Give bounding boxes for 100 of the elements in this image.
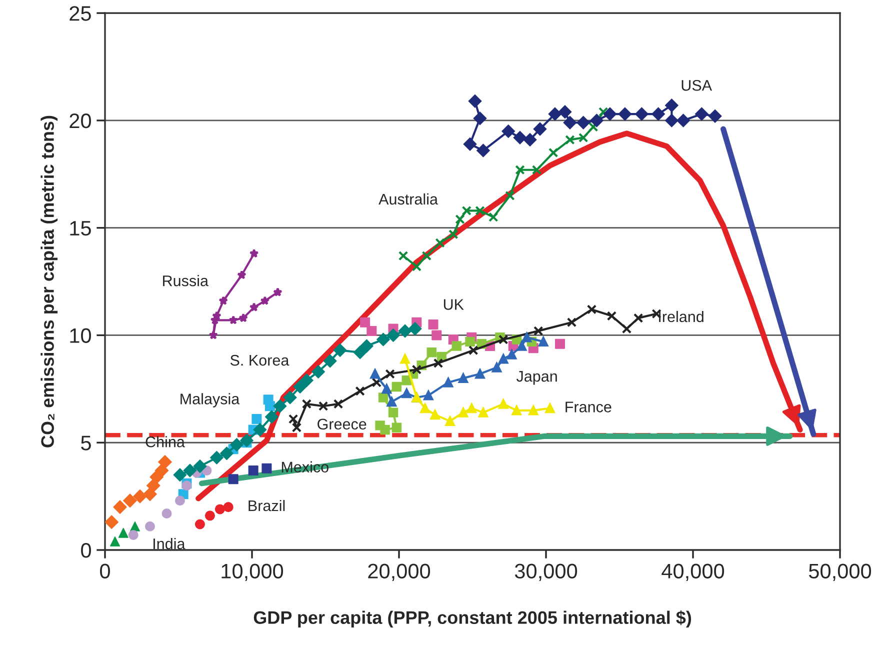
point — [565, 134, 575, 145]
point — [422, 250, 432, 261]
point — [448, 229, 458, 240]
annotation: Malaysia — [180, 393, 240, 408]
point — [606, 311, 617, 321]
point — [498, 399, 508, 409]
point — [273, 287, 282, 296]
annotation: USA — [682, 80, 712, 91]
point — [618, 108, 632, 120]
point — [533, 326, 544, 336]
point — [392, 382, 402, 392]
point — [468, 345, 478, 356]
point — [564, 116, 576, 130]
point — [462, 206, 472, 216]
point — [622, 324, 632, 334]
point — [505, 190, 515, 200]
point — [466, 403, 476, 414]
point — [158, 455, 172, 469]
point — [210, 315, 220, 324]
point — [558, 105, 572, 118]
x-tick-label: 30,000 — [514, 564, 578, 581]
point — [144, 521, 155, 532]
point — [400, 354, 410, 364]
point — [253, 423, 266, 436]
point — [105, 515, 119, 530]
point — [366, 326, 377, 336]
point — [516, 341, 527, 351]
point — [514, 131, 526, 144]
point — [545, 403, 555, 414]
point — [238, 313, 248, 322]
point — [294, 380, 307, 394]
point — [118, 528, 128, 538]
point — [110, 536, 120, 546]
x-tick-label: 10,000 — [222, 564, 284, 581]
point — [220, 446, 234, 460]
point — [590, 114, 604, 127]
y-tick-label: 0 — [81, 543, 91, 558]
point — [312, 365, 325, 378]
point — [424, 390, 434, 400]
point — [548, 148, 558, 158]
point — [475, 206, 485, 216]
point — [302, 399, 312, 409]
annotation: Japan — [516, 371, 557, 385]
point — [210, 451, 224, 464]
y-tick-label: 20 — [70, 113, 91, 128]
point — [432, 330, 442, 340]
annotation: S. Korea — [230, 354, 290, 366]
annotation: Russia — [163, 275, 208, 286]
y-tick-label: 5 — [81, 436, 91, 450]
point — [162, 508, 172, 519]
point — [458, 373, 468, 384]
annotation: UK — [444, 299, 464, 310]
point — [223, 502, 234, 512]
point — [532, 165, 542, 175]
point — [392, 422, 402, 432]
point — [488, 212, 498, 222]
point — [333, 399, 344, 409]
annotation: France — [566, 402, 612, 412]
x-tick-label: 20,000 — [368, 564, 430, 581]
point — [273, 400, 286, 413]
point — [522, 332, 532, 342]
point — [354, 346, 366, 359]
x-axis-title: GDP per capita (PPP, constant 2005 international $) — [254, 610, 692, 628]
point — [652, 108, 665, 120]
point — [576, 116, 590, 130]
x-tick-label: 0 — [100, 564, 110, 579]
point — [665, 98, 678, 112]
point — [458, 408, 468, 418]
point — [465, 336, 475, 347]
point — [708, 110, 722, 123]
point — [633, 313, 644, 323]
point — [378, 392, 388, 402]
point — [426, 348, 436, 358]
point — [263, 394, 274, 405]
point — [113, 500, 127, 514]
point — [498, 354, 508, 364]
point — [318, 401, 328, 411]
point — [586, 304, 597, 314]
y-tick-label: 25 — [70, 6, 91, 21]
point — [262, 463, 272, 474]
point — [237, 270, 246, 280]
point — [452, 341, 462, 351]
point — [412, 364, 422, 374]
point — [476, 144, 490, 157]
point — [300, 374, 314, 387]
point — [386, 328, 400, 342]
x-tick-label: 40,000 — [662, 564, 724, 581]
point — [228, 474, 238, 484]
point — [635, 108, 648, 120]
point — [433, 358, 444, 368]
point — [478, 408, 488, 418]
x-tick-label: 50,000 — [808, 564, 872, 581]
point — [534, 122, 546, 136]
point — [248, 466, 258, 476]
point — [498, 334, 508, 344]
point — [524, 133, 536, 146]
point — [578, 132, 588, 143]
point — [538, 336, 548, 347]
point — [240, 434, 254, 447]
point — [204, 510, 215, 521]
